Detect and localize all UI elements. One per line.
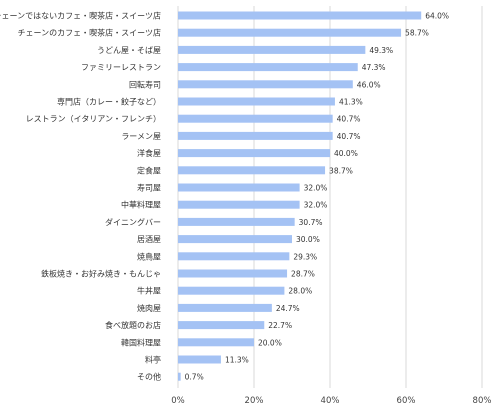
value-label: 49.3% — [369, 46, 393, 55]
category-label: うどん屋・そば屋 — [97, 46, 161, 55]
value-label: 24.7% — [276, 304, 300, 313]
value-label: 22.7% — [268, 321, 292, 330]
value-labels: 64.0% 58.7% 49.3% 47.3% 46.0% 41.3% 40.7% 40.7%… — [185, 12, 449, 382]
bar — [178, 269, 288, 278]
value-label: 58.7% — [405, 29, 429, 38]
category-label: その他 — [137, 372, 161, 382]
bar — [178, 97, 335, 106]
value-label: 64.0% — [425, 12, 449, 21]
bar — [178, 355, 221, 364]
category-label: 韓国料理屋 — [121, 337, 161, 347]
category-label: 牛丼屋 — [137, 286, 161, 296]
value-label: 30.0% — [296, 235, 320, 244]
category-label: 専門店（カレー・餃子など） — [57, 97, 161, 107]
bar — [178, 183, 300, 192]
category-label: 中華料理屋 — [121, 200, 161, 210]
category-label: ラーメン屋 — [121, 132, 161, 141]
bar — [178, 80, 353, 89]
value-label: 38.7% — [329, 166, 353, 175]
bar — [178, 63, 358, 72]
category-label: チェーンのカフェ・喫茶店・スイーツ店 — [18, 28, 161, 38]
value-label: 29.3% — [293, 252, 317, 261]
x-tick-label: 0% — [171, 396, 185, 405]
x-tick-label: 40% — [321, 396, 340, 405]
value-label: 11.3% — [225, 356, 249, 365]
bar — [178, 217, 295, 226]
value-label: 28.7% — [291, 270, 315, 279]
bar — [178, 235, 292, 244]
category-labels: チェーンではないカフェ・喫茶店・スイーツ店チェーンのカフェ・喫茶店・スイーツ店う… — [0, 11, 161, 382]
category-label: 居酒屋 — [137, 235, 161, 244]
category-label: 回転寿司 — [129, 79, 161, 89]
value-label: 20.0% — [258, 338, 282, 347]
category-label: 鉄板焼き・お好み焼き・もんじゃ — [41, 269, 161, 279]
value-label: 40.7% — [337, 115, 361, 124]
value-label: 30.7% — [299, 218, 323, 227]
value-label: 32.0% — [304, 184, 328, 193]
x-axis-ticks: 0% 20% 40% 60% 80% — [171, 396, 491, 405]
category-label: レストラン（イタリアン・フレンチ） — [26, 115, 161, 124]
bar — [178, 252, 290, 261]
bar — [178, 149, 330, 158]
category-label: 焼鳥屋 — [137, 251, 161, 261]
x-tick-label: 80% — [473, 396, 492, 405]
category-label: 焼肉屋 — [137, 303, 161, 313]
category-label: チェーンではないカフェ・喫茶店・スイーツ店 — [0, 11, 161, 21]
value-label: 40.7% — [337, 132, 361, 141]
value-label: 0.7% — [185, 373, 204, 382]
value-label: 32.0% — [304, 201, 328, 210]
bar — [178, 372, 181, 381]
value-label: 40.0% — [334, 149, 358, 158]
category-label: 定食屋 — [137, 165, 161, 175]
bars — [178, 11, 422, 381]
value-label: 28.0% — [288, 287, 312, 296]
bar — [178, 166, 326, 175]
bar — [178, 28, 402, 37]
category-label: ファミリーレストラン — [81, 63, 161, 72]
bar — [178, 321, 265, 330]
x-tick-label: 20% — [245, 396, 264, 405]
category-label: 洋食屋 — [137, 148, 161, 158]
bar — [178, 338, 254, 347]
bar — [178, 131, 333, 140]
value-label: 47.3% — [362, 63, 386, 72]
bar — [178, 114, 333, 123]
category-label: 寿司屋 — [137, 183, 161, 193]
x-tick-label: 60% — [397, 396, 416, 405]
category-label: ダイニングバー — [105, 217, 161, 227]
value-label: 41.3% — [339, 98, 363, 107]
bar — [178, 45, 366, 54]
bar — [178, 286, 285, 295]
bar — [178, 200, 300, 209]
category-label: 食べ放題のお店 — [105, 320, 161, 330]
bar — [178, 303, 272, 312]
value-label: 46.0% — [357, 80, 381, 89]
bar — [178, 11, 422, 20]
category-label: 料亭 — [145, 355, 161, 365]
